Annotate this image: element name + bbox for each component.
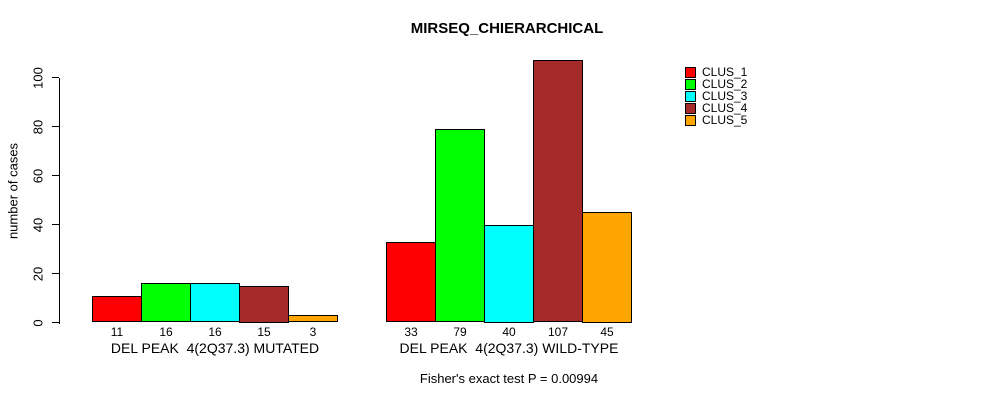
clus_3-swatch: [685, 90, 696, 102]
chart-title: MIRSEQ_CHIERARCHICAL: [410, 20, 604, 37]
legend-label: CLUS_4: [702, 101, 748, 115]
bar-value-label: 15: [257, 325, 271, 339]
legend-label: CLUS_3: [702, 89, 748, 103]
bar-clus_3: [190, 283, 240, 323]
clus_1-swatch: [685, 66, 696, 78]
legend-item: CLUS_1: [685, 66, 747, 78]
bar-value-label: 40: [502, 325, 516, 339]
bar-clus_5: [582, 212, 632, 323]
bar-clus_4: [533, 60, 583, 323]
bar-value-label: 11: [110, 325, 124, 339]
clus_5-swatch: [685, 114, 696, 126]
bar-clus_4: [239, 285, 289, 323]
y-tick-mark: [52, 273, 59, 274]
group-label: DEL PEAK 4(2Q37.3) WILD-TYPE: [399, 340, 619, 356]
legend-item: CLUS_5: [685, 114, 747, 126]
group-label: DEL PEAK 4(2Q37.3) MUTATED: [110, 340, 320, 356]
y-tick-label: 60: [30, 168, 46, 183]
clus_2-swatch: [685, 78, 696, 90]
bar-value-label: 107: [547, 325, 569, 339]
bar-clus_5: [288, 315, 338, 323]
clus_4-swatch: [685, 102, 696, 114]
y-tick-mark: [52, 126, 59, 127]
y-tick-label: 100: [30, 66, 46, 89]
bar-value-label: 16: [159, 325, 173, 339]
y-tick-mark: [52, 224, 59, 225]
y-tick-label: 80: [30, 119, 46, 134]
bar-clus_1: [92, 295, 142, 323]
bar-clus_2: [141, 283, 191, 323]
y-tick-label: 40: [30, 217, 46, 232]
y-tick-mark: [52, 322, 59, 323]
y-axis-line: [59, 77, 60, 324]
legend-item: CLUS_4: [685, 102, 747, 114]
y-tick-mark: [52, 77, 59, 78]
legend-item: CLUS_3: [685, 90, 747, 102]
bar-clus_2: [435, 128, 485, 323]
legend-label: CLUS_1: [702, 65, 748, 79]
bar-value-label: 33: [404, 325, 418, 339]
y-tick-label: 20: [30, 266, 46, 281]
fisher-test-annotation: Fisher's exact test P = 0.00994: [419, 371, 599, 386]
bar-value-label: 16: [208, 325, 222, 339]
bar-clus_1: [386, 241, 436, 323]
bar-clus_3: [484, 224, 534, 323]
bar-value-label: 79: [453, 325, 467, 339]
bar-value-label: 3: [309, 325, 317, 339]
legend-item: CLUS_2: [685, 78, 747, 90]
legend: CLUS_1 CLUS_2 CLUS_3 CLUS_4 CLUS_5: [685, 66, 747, 126]
y-tick-mark: [52, 175, 59, 176]
bar-value-label: 45: [600, 325, 614, 339]
y-tick-label: 0: [30, 318, 46, 327]
legend-label: CLUS_5: [702, 113, 748, 127]
legend-label: CLUS_2: [702, 77, 748, 91]
